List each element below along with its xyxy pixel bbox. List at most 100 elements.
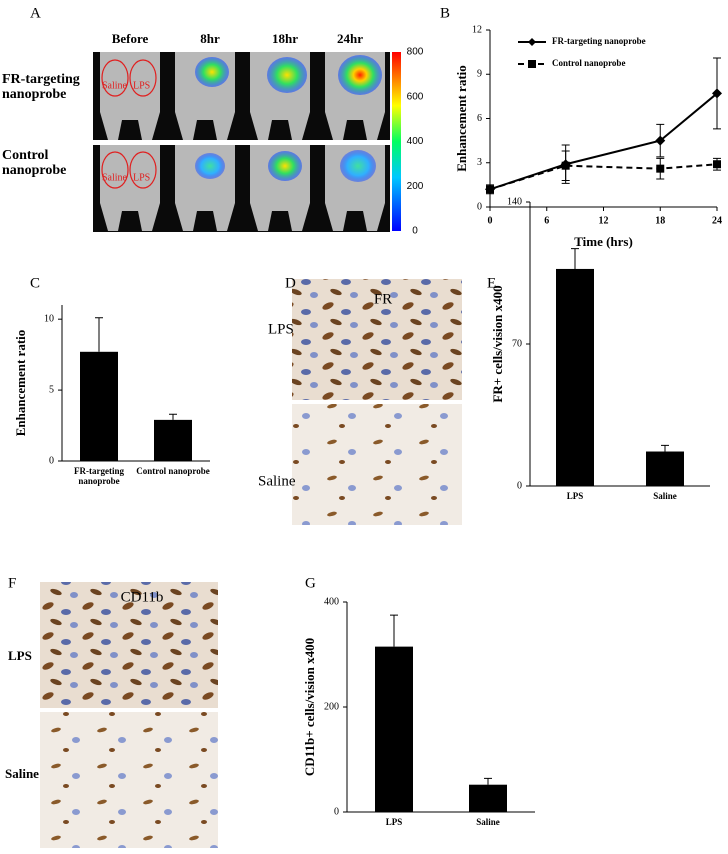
roi-label: LPS <box>133 172 150 183</box>
row-label-box: Control nanoprobe <box>2 148 67 179</box>
y-tick-label: 5 <box>49 384 54 395</box>
x-tick-label: 0 <box>488 215 493 226</box>
column-header: 24hr <box>337 31 363 46</box>
x-tick-label-box: FR-targeting nanoprobe <box>74 467 124 486</box>
panel-label: G <box>305 575 316 591</box>
error-bar <box>169 413 177 420</box>
roi-label: LPS <box>133 80 150 91</box>
bar <box>154 419 192 461</box>
error-bar <box>661 444 669 452</box>
panel-label: B <box>440 5 450 21</box>
legend-marker <box>528 60 536 68</box>
y-tick-label: 0 <box>334 806 339 817</box>
series-line <box>489 92 718 191</box>
micrograph <box>40 582 218 708</box>
signal <box>267 57 307 93</box>
panel-label: D <box>285 275 296 291</box>
y-tick-label: 140 <box>507 196 522 207</box>
data-point <box>656 164 665 173</box>
x-tick-label: LPS <box>566 492 584 501</box>
y-tick-label: 6 <box>477 113 482 124</box>
x-tick-label-box: LPS <box>385 818 403 827</box>
data-point <box>486 185 494 194</box>
panel-label: A <box>30 5 41 21</box>
y-tick-label: 10 <box>44 313 54 324</box>
row-label: LPS <box>268 321 294 337</box>
legend-marker <box>528 38 536 46</box>
y-tick-label: 0 <box>517 480 522 491</box>
error-bar <box>95 317 103 352</box>
bar <box>556 268 594 486</box>
x-tick-label: Control nanoprobe <box>136 467 210 476</box>
error-bar <box>571 248 579 269</box>
x-axis-label: Time (hrs) <box>574 234 633 249</box>
data-point <box>712 88 722 99</box>
signal <box>195 153 225 179</box>
y-tick-label: 3 <box>477 157 482 168</box>
colorbar-tick-label: 400 <box>407 136 424 147</box>
panel-title: FR <box>374 291 392 307</box>
y-tick-label: 0 <box>49 455 54 466</box>
row-label: FR-targeting nanoprobe <box>2 72 80 103</box>
x-tick-label: 24 <box>712 215 722 226</box>
x-tick-label-box: Saline <box>653 492 677 501</box>
colorbar <box>392 52 401 231</box>
signal <box>338 55 382 95</box>
y-tick-label: 9 <box>477 69 482 80</box>
bar <box>375 646 413 812</box>
x-tick-label: Saline <box>476 818 500 827</box>
roi-label: Saline <box>102 172 128 183</box>
error-bar <box>390 614 398 647</box>
y-axis-label: Enhancement ratio <box>454 65 469 172</box>
signal <box>340 150 376 182</box>
x-tick-label: Saline <box>653 492 677 501</box>
bar <box>469 784 507 812</box>
error-bar <box>484 777 492 785</box>
legend-label: FR-targeting nanoprobe <box>552 36 646 46</box>
panel-label: C <box>30 275 40 291</box>
row-label-box: FR-targeting nanoprobe <box>2 72 80 103</box>
separator <box>93 140 390 145</box>
bar <box>80 351 118 461</box>
panel-label: F <box>8 575 16 591</box>
signal <box>268 151 302 181</box>
row-label: Saline <box>258 473 296 489</box>
x-tick-label: FR-targeting nanoprobe <box>74 467 124 486</box>
y-tick-label: 70 <box>512 338 522 349</box>
micrograph <box>292 404 462 525</box>
signal <box>195 57 229 87</box>
roi-label: Saline <box>102 80 128 91</box>
panel-label: E <box>487 275 496 291</box>
data-point <box>655 135 666 146</box>
x-tick-label: 12 <box>599 215 609 226</box>
y-tick-label: 200 <box>324 701 339 712</box>
row-label: Control nanoprobe <box>2 148 67 179</box>
legend-label: Control nanoprobe <box>552 58 625 68</box>
colorbar-tick-label: 800 <box>407 47 424 58</box>
row-label: Saline <box>5 766 39 781</box>
series-line <box>489 163 718 191</box>
y-tick-label: 400 <box>324 596 339 607</box>
y-axis-label: FR+ cells/vision x400 <box>490 285 505 402</box>
y-tick-label: 12 <box>472 24 482 35</box>
bar <box>646 451 684 486</box>
roi-circles <box>101 59 157 189</box>
data-point <box>561 161 570 170</box>
x-tick-label-box: Saline <box>476 818 500 827</box>
y-axis-label: Enhancement ratio <box>13 330 28 437</box>
panel-title: CD11b <box>121 589 164 605</box>
micrograph <box>40 712 218 848</box>
data-point <box>713 160 721 169</box>
x-tick-label-box: LPS <box>566 492 584 501</box>
column-header: 8hr <box>200 31 220 46</box>
colorbar-tick-label: 200 <box>407 181 424 192</box>
x-tick-label: 6 <box>544 215 549 226</box>
row-label: LPS <box>8 648 32 663</box>
column-header: 18hr <box>272 31 298 46</box>
colorbar-tick-label: 600 <box>407 91 424 102</box>
x-tick-label-box: Control nanoprobe <box>136 467 210 476</box>
y-tick-label: 0 <box>477 201 482 212</box>
x-tick-label: 18 <box>655 215 665 226</box>
x-tick-label: LPS <box>385 818 403 827</box>
